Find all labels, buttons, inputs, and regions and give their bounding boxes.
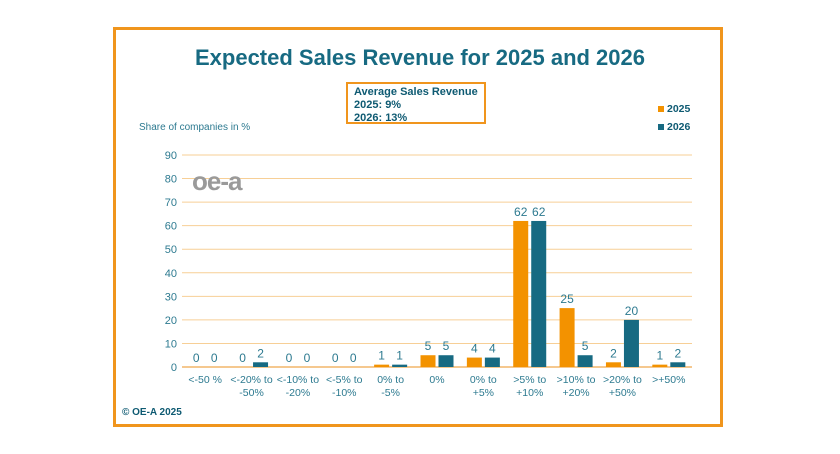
data-label-2025: 1: [656, 349, 663, 363]
data-label-2025: 5: [425, 339, 432, 353]
x-tick-label: >20% to: [603, 374, 642, 386]
chart-title: Expected Sales Revenue for 2025 and 2026: [194, 45, 645, 70]
bar-2025: [374, 364, 390, 367]
y-tick-label: 10: [165, 338, 177, 350]
y-tick-label: 50: [165, 244, 177, 256]
x-tick-label: +20%: [563, 387, 590, 399]
data-label-2026: 0: [211, 351, 218, 365]
legend-item-2025: 2025: [658, 100, 690, 118]
bar-2026: [623, 319, 639, 367]
data-label-2026: 5: [582, 339, 589, 353]
data-label-2025: 0: [332, 351, 339, 365]
data-label-2025: 62: [514, 205, 528, 219]
x-tick-label: +5%: [473, 387, 494, 399]
x-tick-label: -20%: [286, 387, 311, 399]
legend-swatch-2026: [658, 124, 664, 130]
bar-2025: [605, 362, 621, 367]
average-heading: Average Sales Revenue: [354, 86, 478, 98]
bar-2026: [438, 355, 454, 367]
oe-a-logo: oe-a: [192, 166, 242, 196]
legend: 2025 2026: [658, 100, 690, 136]
x-tick-label: 0% to: [470, 374, 497, 386]
x-tick-label: <-20% to: [230, 374, 272, 386]
legend-item-2026: 2026: [658, 118, 690, 136]
data-label-2025: 0: [193, 351, 200, 365]
x-tick-label: >5% to: [513, 374, 546, 386]
y-axis-label: Share of companies in %: [139, 122, 251, 133]
data-label-2025: 25: [560, 292, 574, 306]
x-tick-label: +10%: [516, 387, 543, 399]
data-label-2025: 0: [286, 351, 293, 365]
y-tick-label: 30: [165, 291, 177, 303]
data-label-2026: 62: [532, 205, 546, 219]
x-tick-label: -5%: [381, 387, 400, 399]
bar-2025: [559, 308, 575, 367]
copyright-footer: © OE-A 2025: [122, 407, 182, 418]
y-tick-label: 60: [165, 221, 177, 233]
legend-label-2026: 2026: [667, 121, 691, 133]
data-label-2025: 2: [610, 346, 617, 360]
data-label-2026: 20: [625, 304, 639, 318]
x-tick-label: <-10% to: [277, 374, 319, 386]
average-2025: 2025: 9%: [354, 99, 402, 111]
data-label-2025: 0: [239, 351, 246, 365]
y-tick-label: 80: [165, 174, 177, 186]
x-tick-label: >10% to: [557, 374, 596, 386]
data-label-2026: 0: [304, 351, 311, 365]
x-tick-label: 0% to: [377, 374, 404, 386]
data-label-2025: 1: [378, 349, 385, 363]
bar-2026: [577, 355, 593, 367]
x-tick-label: -10%: [332, 387, 357, 399]
x-tick-label: <-5% to: [326, 374, 363, 386]
y-tick-label: 0: [171, 362, 177, 374]
data-label-2026: 2: [257, 346, 264, 360]
bar-2025: [466, 357, 482, 367]
y-tick-label: 40: [165, 268, 177, 280]
x-tick-label: 0%: [429, 374, 444, 386]
x-tick-label: <-50 %: [188, 374, 222, 386]
bar-2026: [253, 362, 269, 367]
bar-2025: [420, 355, 436, 367]
data-label-2026: 2: [674, 346, 681, 360]
bar-2026: [670, 362, 686, 367]
y-tick-label: 20: [165, 315, 177, 327]
data-label-2026: 5: [443, 339, 450, 353]
bar-2025: [513, 220, 529, 367]
x-tick-label: >+50%: [652, 374, 685, 386]
legend-swatch-2025: [658, 106, 664, 112]
average-2026: 2026: 13%: [354, 112, 408, 124]
data-label-2026: 0: [350, 351, 357, 365]
x-tick-label: +50%: [609, 387, 636, 399]
legend-label-2025: 2025: [667, 103, 691, 115]
data-label-2026: 4: [489, 342, 496, 356]
bar-2025: [652, 364, 668, 367]
chart-frame: [113, 27, 723, 427]
x-tick-label: -50%: [239, 387, 264, 399]
data-label-2026: 1: [396, 349, 403, 363]
data-label-2025: 4: [471, 342, 478, 356]
y-tick-label: 90: [165, 150, 177, 162]
bar-2026: [392, 364, 408, 367]
y-tick-label: 70: [165, 197, 177, 209]
average-revenue-box: Average Sales Revenue 2025: 9% 2026: 13%: [346, 82, 486, 124]
bar-2026: [484, 357, 500, 367]
bar-2026: [531, 220, 547, 367]
